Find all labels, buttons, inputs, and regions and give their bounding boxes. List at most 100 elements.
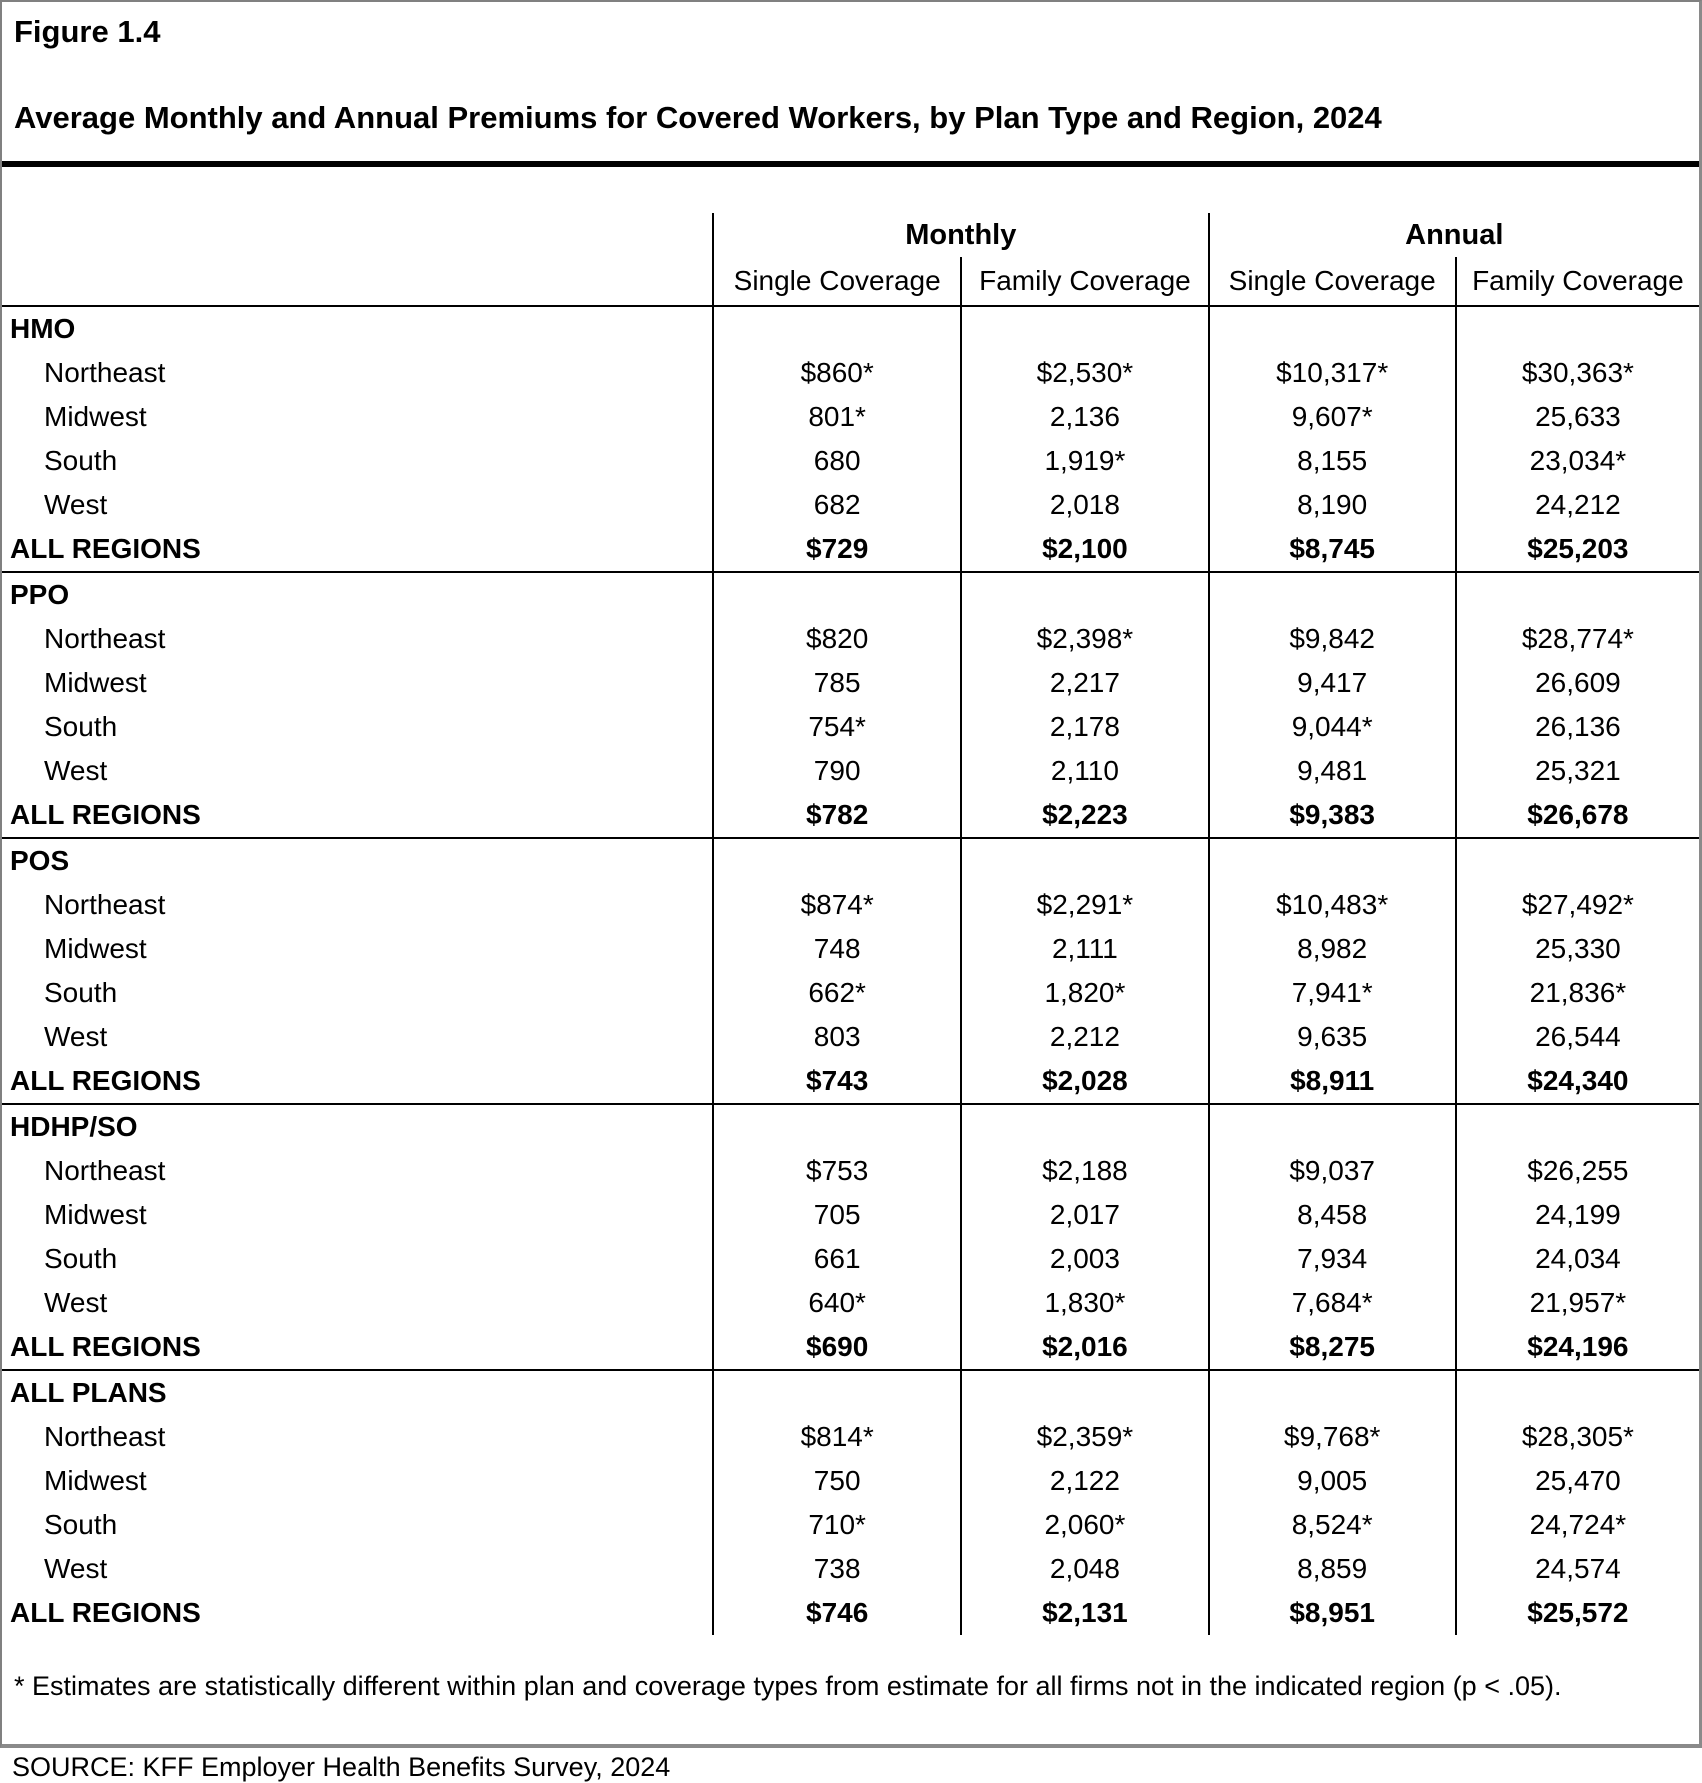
plan-section-header-row: HMO — [2, 306, 1699, 352]
all-regions-row: ALL REGIONS $690 $2,016 $8,275 $24,196 — [2, 1325, 1699, 1372]
empty-cell — [1454, 306, 1699, 352]
premium-total-value: $8,911 — [1207, 1059, 1456, 1106]
premium-value: $2,291* — [960, 883, 1209, 928]
premium-value: 661 — [712, 1237, 962, 1282]
premium-value: 26,544 — [1454, 1015, 1699, 1060]
region-row: Midwest 785 2,217 9,417 26,609 — [2, 661, 1699, 706]
plan-name: PPO — [10, 579, 70, 611]
all-regions-label: ALL REGIONS — [10, 1597, 201, 1629]
premium-value: 680 — [712, 439, 962, 484]
region-row: Midwest 801* 2,136 9,607* 25,633 — [2, 395, 1699, 440]
premium-value: 8,859 — [1207, 1547, 1456, 1592]
region-label: Midwest — [44, 933, 147, 965]
region-label: Northeast — [44, 623, 166, 655]
title-block: Figure 1.4 Average Monthly and Annual Pr… — [2, 2, 1699, 135]
premium-total-value: $8,275 — [1207, 1325, 1456, 1372]
region-label: West — [44, 489, 108, 521]
empty-cell — [712, 306, 962, 352]
region-row: West 738 2,048 8,859 24,574 — [2, 1547, 1699, 1592]
premium-total-value: $24,340 — [1454, 1059, 1699, 1106]
figure-label: Figure 1.4 — [14, 14, 161, 49]
premium-value: $874* — [712, 883, 962, 928]
premium-value: 2,060* — [960, 1503, 1209, 1548]
region-label: West — [44, 755, 108, 787]
premium-value: 801* — [712, 395, 962, 440]
region-row: Northeast $753 $2,188 $9,037 $26,255 — [2, 1149, 1699, 1194]
premium-total-value: $8,951 — [1207, 1591, 1456, 1636]
premium-value: 9,417 — [1207, 661, 1456, 706]
region-label: Northeast — [44, 357, 166, 389]
premium-value: 738 — [712, 1547, 962, 1592]
premiums-table: Monthly Annual Single Coverage Family Co… — [2, 213, 1699, 1636]
region-row: West 790 2,110 9,481 25,321 — [2, 749, 1699, 794]
region-row: West 803 2,212 9,635 26,544 — [2, 1015, 1699, 1060]
region-row: Midwest 705 2,017 8,458 24,199 — [2, 1193, 1699, 1238]
empty-cell — [712, 1104, 962, 1150]
premium-value: $2,530* — [960, 351, 1209, 396]
premium-value: 7,941* — [1207, 971, 1456, 1016]
premium-value: $820 — [712, 617, 962, 662]
premium-total-value: $690 — [712, 1325, 962, 1372]
region-row: South 662* 1,820* 7,941* 21,836* — [2, 971, 1699, 1016]
footnote: * Estimates are statistically different … — [14, 1671, 1562, 1702]
region-row: West 640* 1,830* 7,684* 21,957* — [2, 1281, 1699, 1326]
empty-cell — [960, 1370, 1209, 1416]
premium-value: 2,212 — [960, 1015, 1209, 1060]
premium-value: 25,321 — [1454, 749, 1699, 794]
region-row: Northeast $820 $2,398* $9,842 $28,774* — [2, 617, 1699, 662]
empty-cell — [1207, 1104, 1456, 1150]
all-regions-row: ALL REGIONS $743 $2,028 $8,911 $24,340 — [2, 1059, 1699, 1106]
premium-value: 9,481 — [1207, 749, 1456, 794]
premium-total-value: $24,196 — [1454, 1325, 1699, 1372]
all-regions-row: ALL REGIONS $782 $2,223 $9,383 $26,678 — [2, 793, 1699, 840]
premium-value: 2,110 — [960, 749, 1209, 794]
premium-value: $814* — [712, 1415, 962, 1460]
region-row: South 680 1,919* 8,155 23,034* — [2, 439, 1699, 484]
premium-value: 8,458 — [1207, 1193, 1456, 1238]
premium-value: 754* — [712, 705, 962, 750]
column-group-row: Monthly Annual — [2, 213, 1699, 258]
column-group-monthly: Monthly — [712, 213, 1209, 258]
column-header-row: Single Coverage Family Coverage Single C… — [2, 257, 1699, 308]
region-row: Northeast $874* $2,291* $10,483* $27,492* — [2, 883, 1699, 928]
premium-total-value: $2,131 — [960, 1591, 1209, 1636]
plan-section-header-row: ALL PLANS — [2, 1370, 1699, 1416]
region-label: Midwest — [44, 1465, 147, 1497]
premium-value: $26,255 — [1454, 1149, 1699, 1194]
premium-value: 2,122 — [960, 1459, 1209, 1504]
source-line: SOURCE: KFF Employer Health Benefits Sur… — [12, 1752, 671, 1783]
premium-value: $28,774* — [1454, 617, 1699, 662]
region-label: South — [44, 1509, 118, 1541]
plan-section-header-row: POS — [2, 838, 1699, 884]
region-row: South 661 2,003 7,934 24,034 — [2, 1237, 1699, 1282]
premium-total-value: $9,383 — [1207, 793, 1456, 840]
premium-value: 8,982 — [1207, 927, 1456, 972]
premium-value: 21,836* — [1454, 971, 1699, 1016]
premium-total-value: $26,678 — [1454, 793, 1699, 840]
premium-value: 24,574 — [1454, 1547, 1699, 1592]
all-regions-label: ALL REGIONS — [2, 1325, 714, 1372]
premium-value: 8,190 — [1207, 483, 1456, 528]
region-label: South — [44, 711, 118, 743]
premium-value: 24,724* — [1454, 1503, 1699, 1548]
premium-value: 25,470 — [1454, 1459, 1699, 1504]
empty-cell — [960, 306, 1209, 352]
region-row: Northeast $814* $2,359* $9,768* $28,305* — [2, 1415, 1699, 1460]
region-row: Midwest 748 2,111 8,982 25,330 — [2, 927, 1699, 972]
region-label: Northeast — [44, 889, 166, 921]
plan-section-header-row: HDHP/SO — [2, 1104, 1699, 1150]
premium-value: 2,018 — [960, 483, 1209, 528]
premium-value: $2,359* — [960, 1415, 1209, 1460]
premium-value: 1,820* — [960, 971, 1209, 1016]
empty-cell — [1454, 1370, 1699, 1416]
region-label: South — [44, 445, 118, 477]
premium-value: 748 — [712, 927, 962, 972]
region-row: West 682 2,018 8,190 24,212 — [2, 483, 1699, 528]
premium-value: 705 — [712, 1193, 962, 1238]
premium-total-value: $2,028 — [960, 1059, 1209, 1106]
premium-total-value: $25,203 — [1454, 527, 1699, 574]
column-header-monthly-family: Family Coverage — [960, 257, 1209, 308]
region-row: Northeast $860* $2,530* $10,317* $30,363* — [2, 351, 1699, 396]
region-row: Midwest 750 2,122 9,005 25,470 — [2, 1459, 1699, 1504]
premium-value: 8,524* — [1207, 1503, 1456, 1548]
